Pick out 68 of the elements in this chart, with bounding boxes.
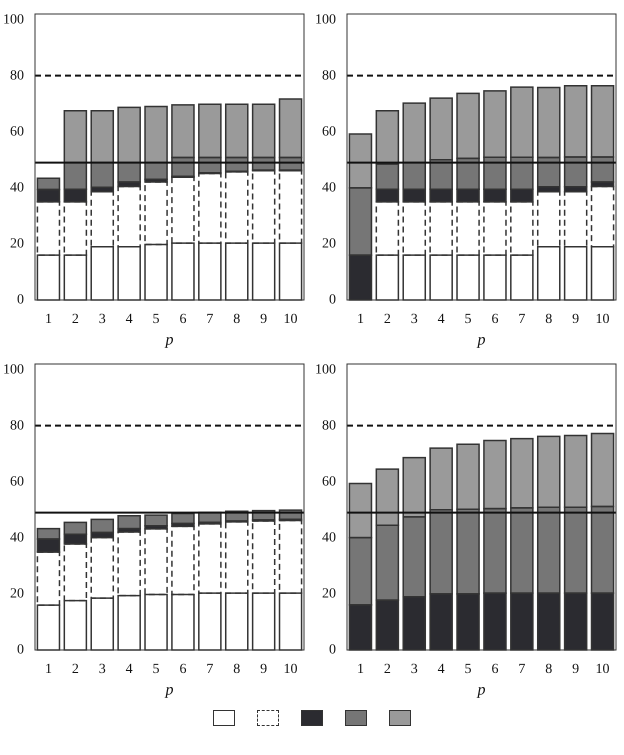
x-tick-label: 3 [410,312,418,328]
y-tick-label: 100 [3,12,24,28]
x-tick-label: 6 [179,312,186,328]
y-tick-label: 40 [10,180,24,196]
y-tick-label: 60 [10,124,24,140]
y-tick-label: 100 [3,362,24,378]
x-tick-label: 4 [438,662,445,678]
y-tick-label: 80 [322,68,336,84]
y-tick-label: 20 [322,586,336,602]
x-tick-label: 9 [572,312,580,328]
y-tick-label: 20 [322,236,336,252]
x-tick-label: 8 [233,312,240,328]
x-tick-label: 6 [491,312,498,328]
y-tick-label: 0 [329,642,336,658]
x-tick-label: 10 [596,312,610,328]
x-tick-label: 7 [206,662,214,678]
x-tick-label: 10 [284,662,298,678]
x-axis-title: p [164,332,174,349]
x-tick-label: 2 [72,662,79,678]
x-tick-label: 8 [545,312,552,328]
x-tick-label: 2 [72,312,79,328]
y-tick-label: 20 [10,586,24,602]
y-tick-label: 40 [322,530,336,546]
x-tick-label: 10 [596,662,610,678]
x-tick-label: 6 [491,662,498,678]
x-tick-label: 7 [518,662,526,678]
y-tick-label: 0 [329,292,336,308]
x-tick-label: 7 [206,312,214,328]
x-axis-title: p [164,682,174,699]
x-tick-label: 6 [179,662,186,678]
x-tick-label: 2 [384,662,391,678]
x-tick-label: 3 [98,312,106,328]
x-tick-label: 5 [464,662,472,678]
y-tick-label: 80 [10,68,24,84]
x-axis-title: p [476,332,486,349]
x-axis-title: p [476,682,486,699]
x-tick-label: 9 [260,312,268,328]
y-tick-label: 60 [322,124,336,140]
x-tick-label: 10 [284,312,298,328]
y-tick-label: 60 [10,474,24,490]
x-tick-label: 8 [545,662,552,678]
y-tick-label: 40 [322,180,336,196]
x-tick-label: 7 [518,312,526,328]
x-tick-label: 9 [572,662,580,678]
x-tick-label: 4 [126,312,133,328]
y-tick-label: 100 [315,12,336,28]
y-tick-label: 80 [322,418,336,434]
x-tick-label: 2 [384,312,391,328]
x-tick-label: 5 [464,312,472,328]
x-tick-label: 8 [233,662,240,678]
y-tick-label: 40 [10,530,24,546]
x-tick-label: 3 [410,662,418,678]
y-tick-label: 60 [322,474,336,490]
x-tick-label: 1 [44,662,52,678]
y-tick-label: 0 [17,292,24,308]
x-tick-label: 4 [438,312,445,328]
x-tick-label: 9 [260,662,268,678]
x-tick-label: 3 [98,662,106,678]
y-tick-label: 80 [10,418,24,434]
x-tick-label: 4 [126,662,133,678]
x-tick-label: 5 [152,662,160,678]
x-tick-label: 1 [44,312,52,328]
y-tick-label: 100 [315,362,336,378]
y-tick-label: 20 [10,236,24,252]
x-tick-label: 1 [356,662,364,678]
y-tick-label: 0 [17,642,24,658]
x-tick-label: 1 [356,312,364,328]
x-tick-label: 5 [152,312,160,328]
